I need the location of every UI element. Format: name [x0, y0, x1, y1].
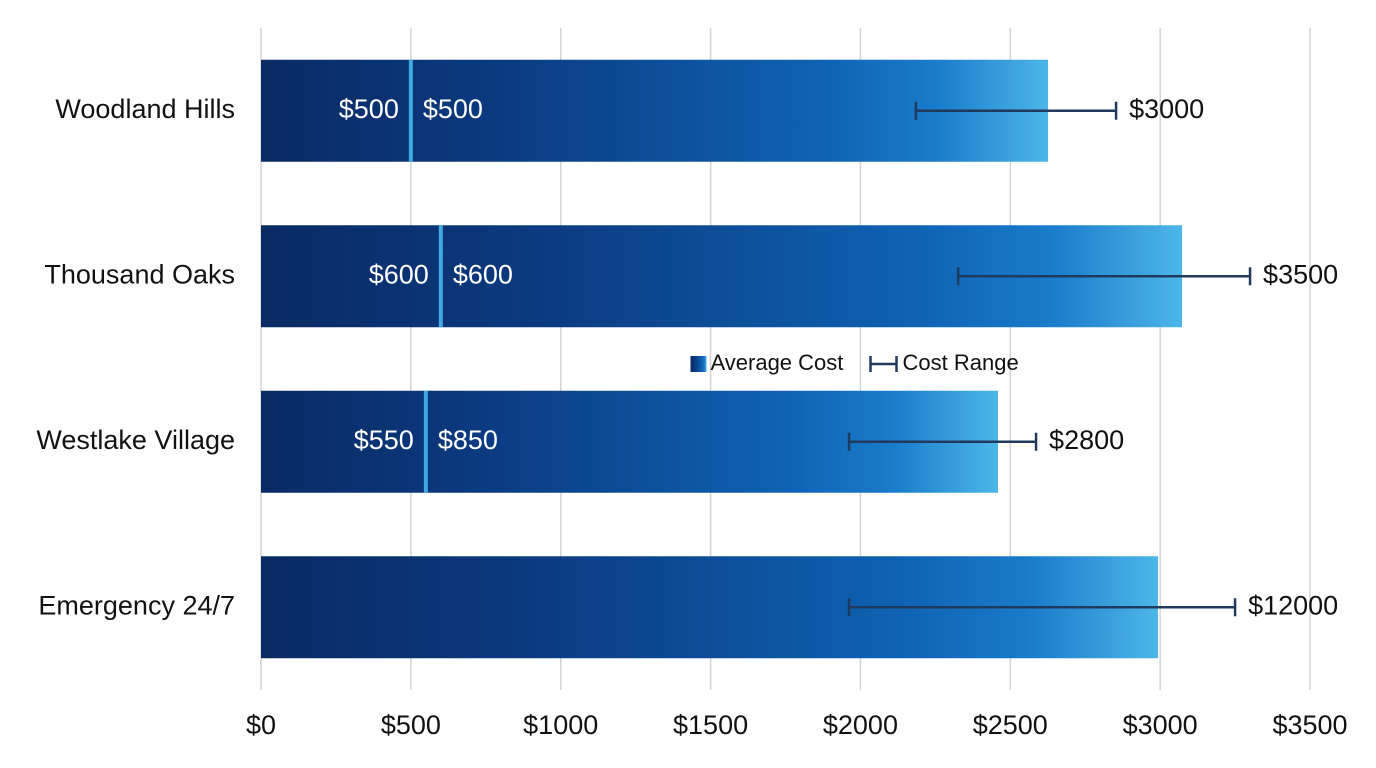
typical-label: $600	[453, 259, 513, 289]
x-tick-label: $3000	[1123, 710, 1198, 740]
y-tick-label: Westlake Village	[36, 425, 235, 455]
x-tick-label: $2500	[973, 710, 1048, 740]
low-label: $600	[369, 259, 429, 289]
grid: $0 $500 $1000 $1500 $2000 $2500 $3000 $3500	[246, 28, 1348, 740]
x-tick-label: $500	[381, 710, 441, 740]
legend: Average Cost Cost Range	[690, 350, 1019, 375]
x-tick-label: $2000	[823, 710, 898, 740]
typical-label: $850	[438, 425, 498, 455]
low-label: $500	[339, 94, 399, 124]
range-annotation: $3500	[1263, 259, 1338, 289]
x-tick-label: $1500	[673, 710, 748, 740]
legend-label: Average Cost	[711, 350, 844, 375]
range-annotation: $2800	[1049, 425, 1124, 455]
range-annotation: $12000	[1248, 590, 1338, 620]
legend-swatch	[690, 356, 707, 372]
y-tick-label: Woodland Hills	[55, 94, 235, 124]
low-label: $550	[354, 425, 414, 455]
y-tick-label: Emergency 24/7	[38, 590, 235, 620]
plot: Woodland Hills $500 $500 $3000 Thousand Oaks…	[36, 59, 1338, 659]
typical-label: $500	[423, 94, 483, 124]
y-tick-label: Thousand Oaks	[44, 259, 235, 289]
legend-label: Cost Range	[903, 350, 1019, 375]
range-annotation: $3000	[1129, 94, 1204, 124]
x-tick-label: $1000	[523, 710, 598, 740]
x-tick-label: $3500	[1272, 710, 1347, 740]
x-tick-label: $0	[246, 710, 276, 740]
